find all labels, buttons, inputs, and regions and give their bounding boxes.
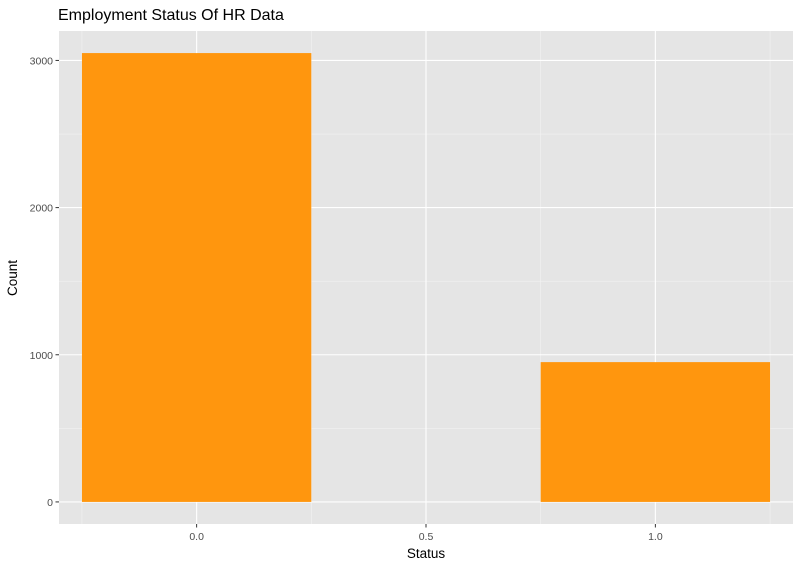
y-tick-label: 0 <box>47 497 53 509</box>
bars <box>81 53 771 502</box>
x-tick-label: 0.5 <box>419 531 434 543</box>
y-tick-label: 1000 <box>30 350 54 362</box>
x-axis-title: Status <box>407 546 446 561</box>
y-tick-label: 3000 <box>30 55 54 67</box>
x-axis-ticks: 0.0 0.5 1.0 <box>189 524 663 543</box>
y-tick-label: 2000 <box>30 203 54 215</box>
chart-title: Employment Status Of HR Data <box>58 7 284 24</box>
bar-status-1 <box>540 362 771 502</box>
bar-status-0 <box>81 53 312 502</box>
y-axis-title: Count <box>5 260 20 296</box>
y-axis-ticks: 0 1000 2000 3000 <box>30 55 59 509</box>
x-tick-label: 0.0 <box>189 531 204 543</box>
x-tick-label: 1.0 <box>648 531 663 543</box>
